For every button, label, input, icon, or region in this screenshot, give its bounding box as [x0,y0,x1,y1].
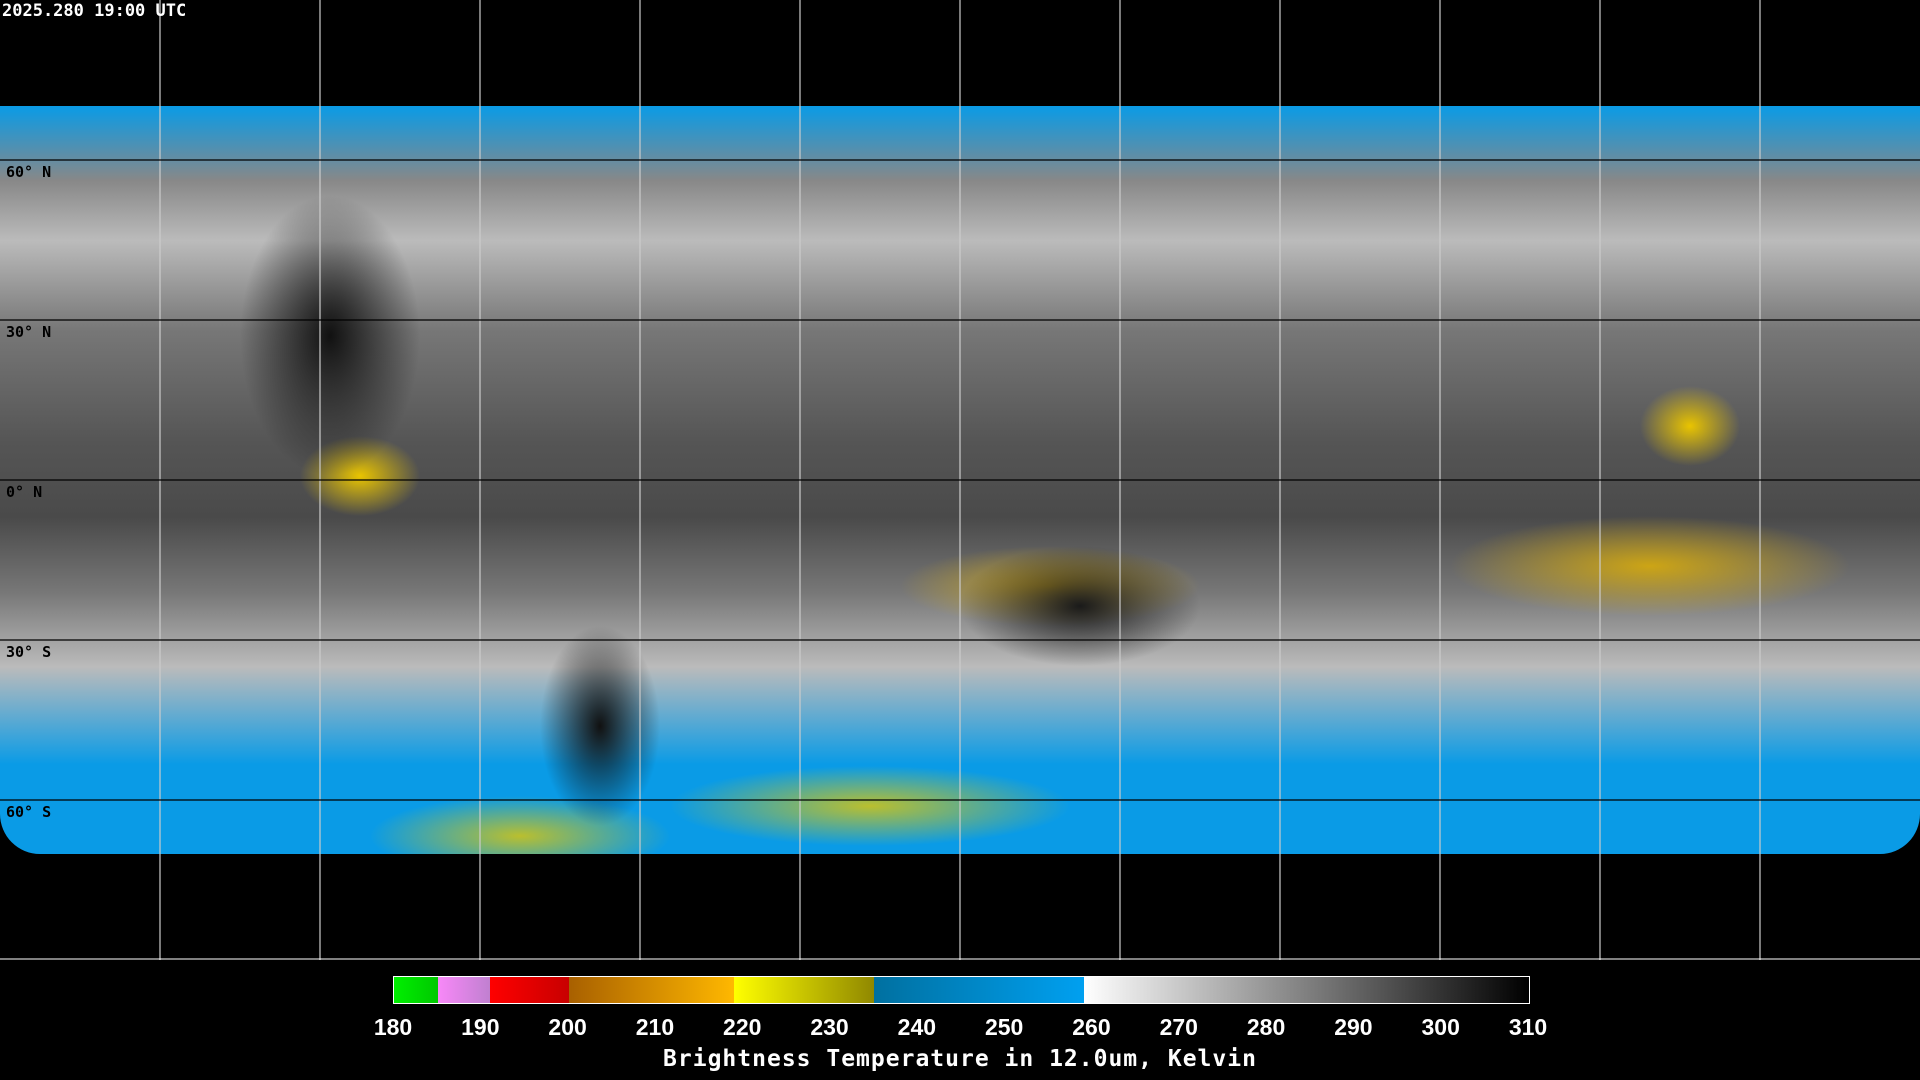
colorbar-segment [874,977,1084,1003]
colorbar-segment [1083,977,1529,1003]
colorbar-segment [490,977,569,1003]
colorbar-tick-label: 280 [1246,1014,1286,1040]
colorbar-segment [437,977,491,1003]
colorbar-title: Brightness Temperature in 12.0um, Kelvin [663,1046,1257,1072]
colorbar-tick-label: 200 [548,1014,587,1040]
colorbar-tick-label: 220 [723,1014,762,1040]
colorbar-tick-label: 210 [635,1014,675,1040]
colorbar [393,976,1530,1004]
colorbar-tick-label: 270 [1159,1014,1198,1040]
colorbar-tick-label: 250 [984,1014,1024,1040]
lat-label-30s: 30° S [6,643,52,661]
lat-label-60n: 60° N [6,163,52,181]
colorbar-tick-label: 260 [1072,1014,1111,1040]
colorbar-tick-label: 190 [461,1014,500,1040]
colorbar-tick-label: 180 [373,1014,413,1040]
colorbar-tick-label: 230 [810,1014,849,1040]
timestamp-title: 2025.280 19:00 UTC [2,1,187,21]
lat-label-30n: 30° N [6,323,52,341]
colorbar-segment [394,977,438,1003]
colorbar-segment [734,977,875,1003]
lat-label-0n: 0° N [6,483,43,501]
satellite-map: 60° N 30° N 0° N 30° S 60° S [0,0,1920,960]
lat-label-60s: 60° S [6,803,52,821]
colorbar-tick-label: 300 [1421,1014,1460,1040]
colorbar-tick-label: 290 [1334,1014,1373,1040]
colorbar-segment [568,977,735,1003]
lat-lon-grid [0,0,1920,960]
colorbar-tick-label: 240 [897,1014,937,1040]
colorbar-tick-label: 310 [1508,1014,1548,1040]
